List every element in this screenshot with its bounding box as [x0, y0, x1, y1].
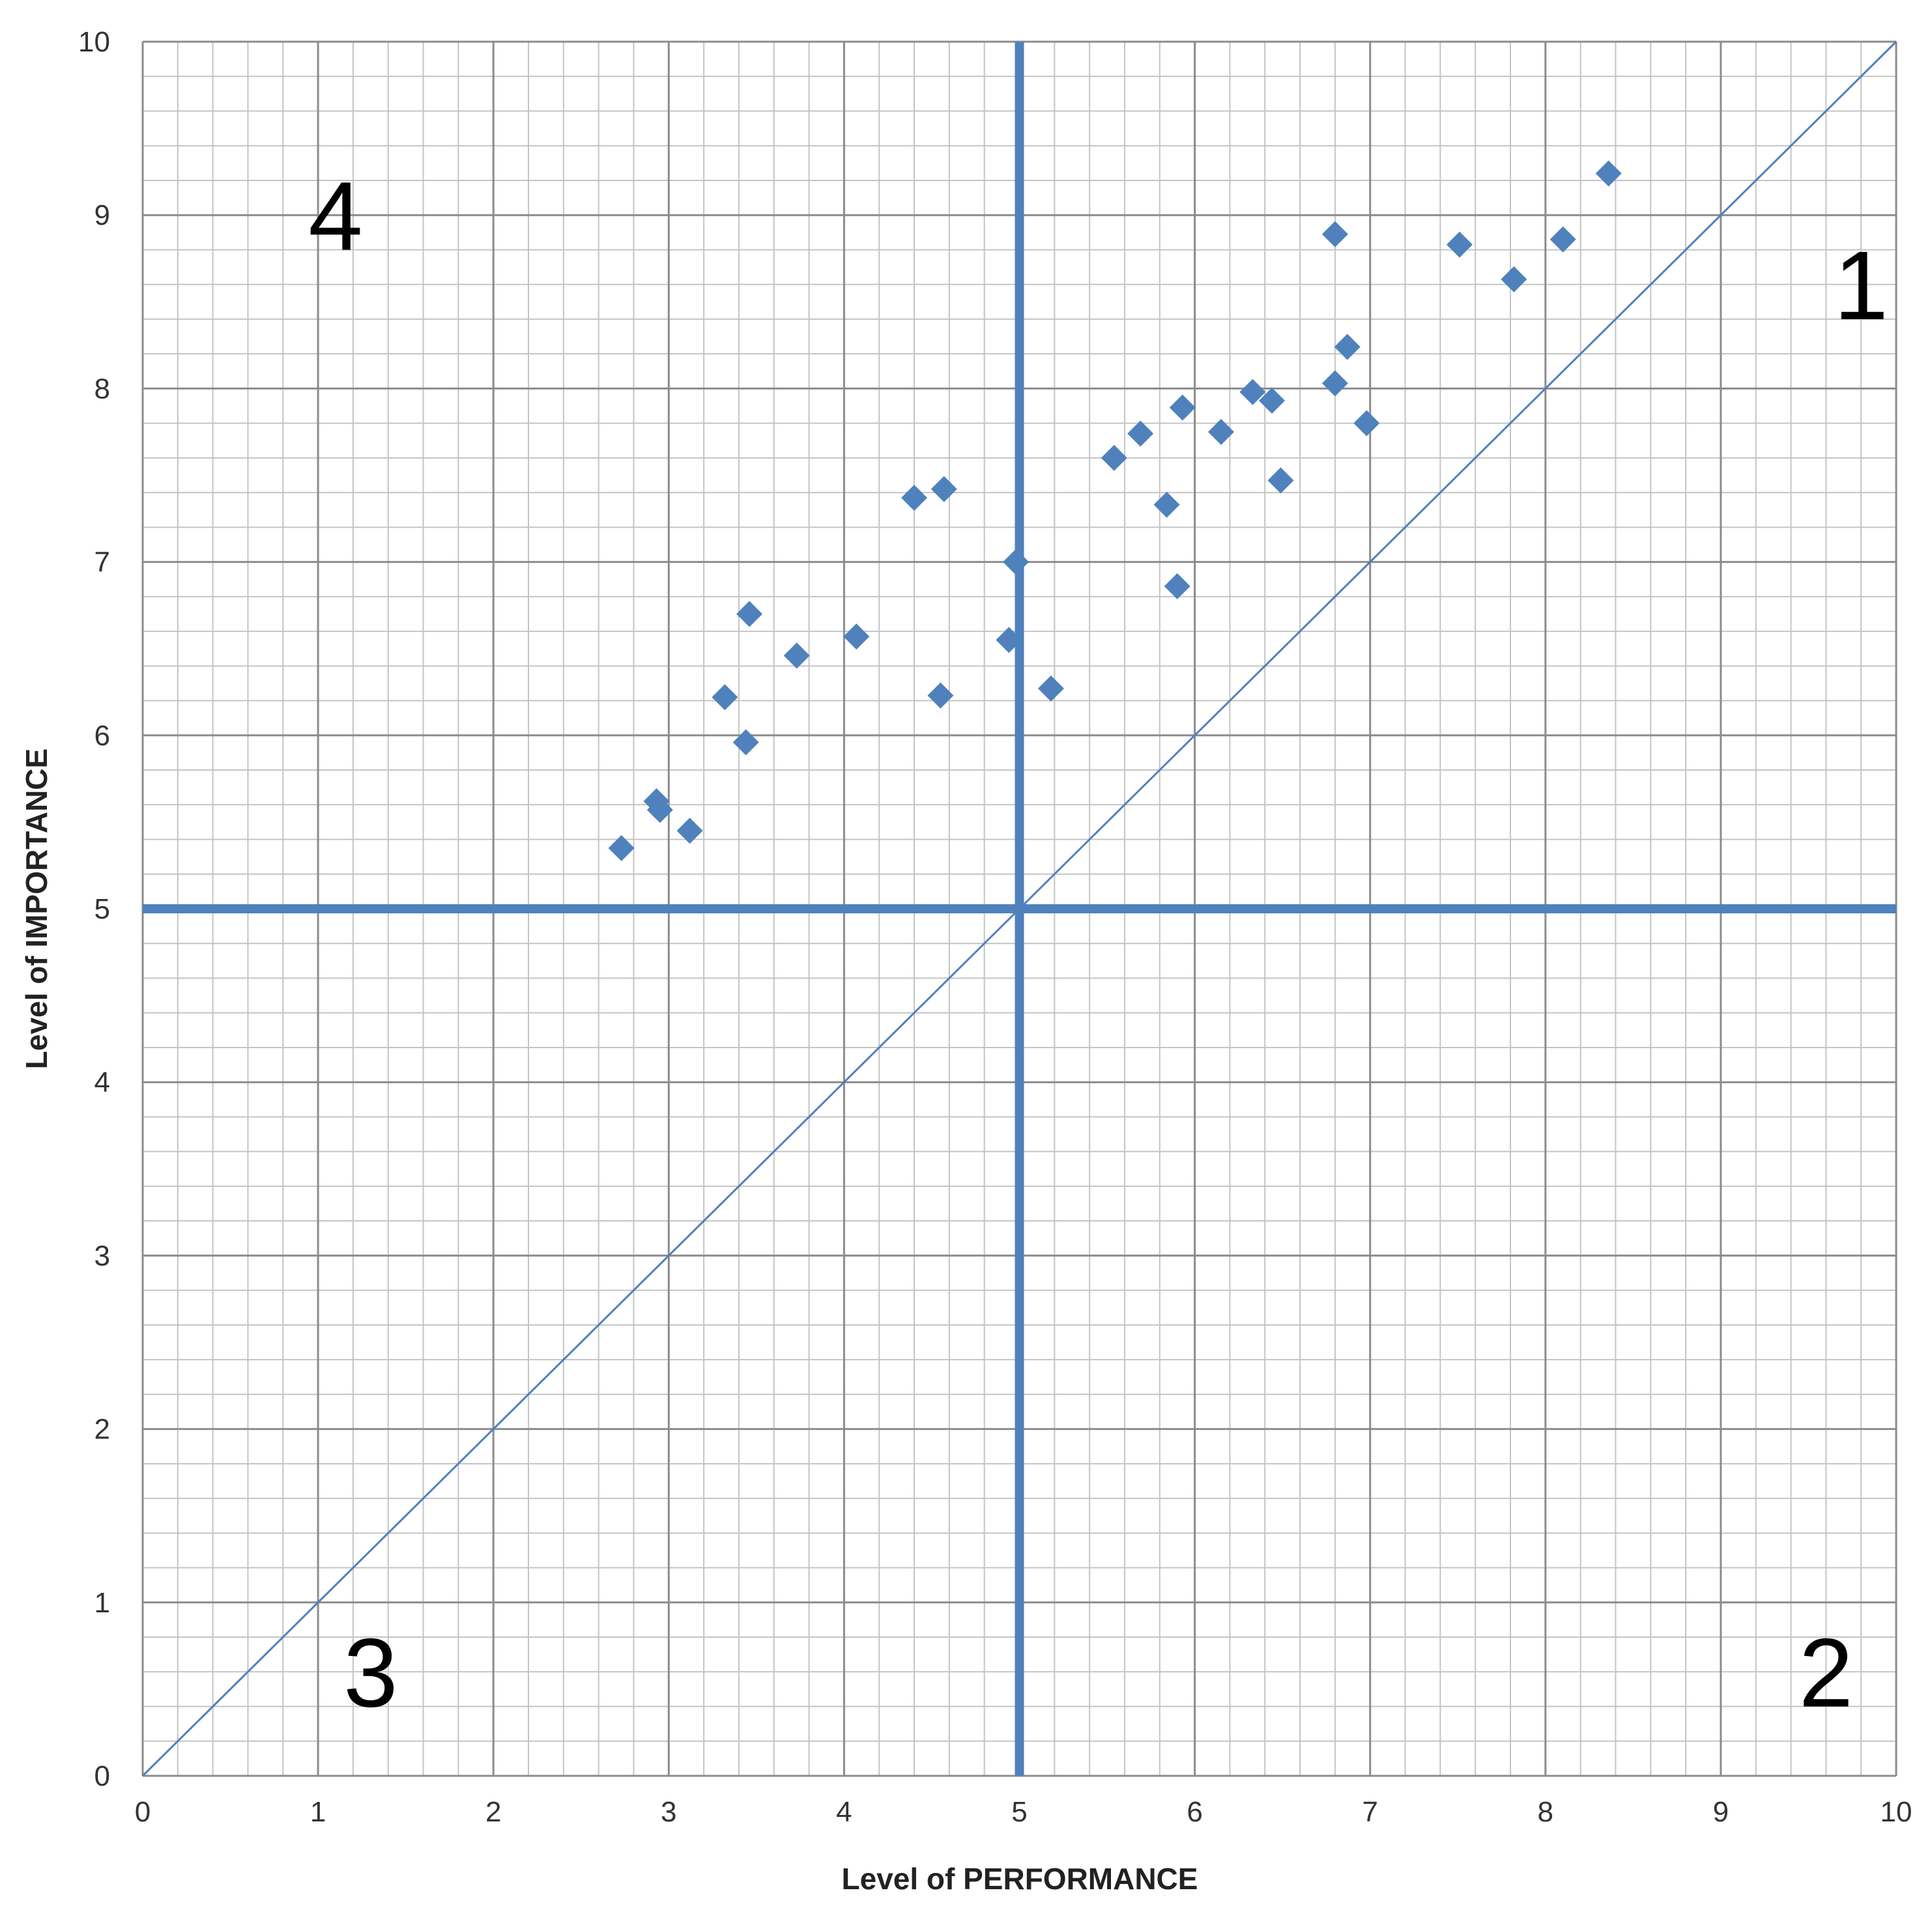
x-tick-label: 9: [1713, 1796, 1729, 1828]
y-axis-title: Level of IMPORTANCE: [20, 749, 53, 1069]
quadrant-label-1: 1: [1834, 231, 1888, 340]
y-tick-label: 0: [94, 1760, 110, 1792]
quadrant-label-2: 2: [1799, 1618, 1853, 1728]
y-tick-label: 9: [94, 199, 110, 231]
y-tick-label: 3: [94, 1240, 110, 1272]
x-tick-label: 1: [310, 1796, 326, 1828]
x-axis-ticks: 0 1 2 3 4 5 6 7 8 9 10: [135, 1796, 1912, 1828]
x-tick-label: 3: [661, 1796, 676, 1828]
y-tick-label: 10: [78, 26, 110, 58]
x-tick-label: 5: [1011, 1796, 1027, 1828]
data-point: [1207, 418, 1234, 445]
y-tick-label: 8: [94, 373, 110, 405]
data-point: [783, 642, 810, 669]
data-point: [646, 797, 673, 823]
y-tick-label: 4: [94, 1066, 110, 1098]
data-point: [1239, 378, 1266, 405]
x-tick-label: 0: [135, 1796, 151, 1828]
data-point: [843, 623, 870, 650]
data-point: [1446, 231, 1473, 258]
data-point: [1267, 467, 1294, 494]
quadrant-label-3: 3: [343, 1618, 397, 1728]
reference-lines: [141, 40, 1897, 1777]
data-point: [1321, 221, 1348, 248]
data-point: [1127, 420, 1154, 447]
x-axis-title: Level of PERFORMANCE: [842, 1862, 1198, 1896]
quadrant-labels: 1 2 3 4: [308, 161, 1888, 1727]
data-point: [608, 835, 635, 861]
x-tick-label: 2: [485, 1796, 501, 1828]
y-tick-label: 1: [94, 1587, 110, 1619]
x-tick-label: 8: [1538, 1796, 1553, 1828]
y-tick-label: 6: [94, 720, 110, 752]
y-tick-label: 7: [94, 547, 110, 578]
data-point: [676, 818, 703, 844]
data-point: [1321, 370, 1348, 397]
data-point: [1353, 410, 1380, 436]
data-point: [1169, 394, 1196, 421]
data-point: [1153, 491, 1180, 518]
y-axis-ticks: 0 1 2 3 4 5 6 7 8 9 10: [78, 26, 110, 1792]
x-tick-label: 7: [1362, 1796, 1377, 1828]
data-point: [1037, 675, 1064, 702]
data-point: [1550, 226, 1576, 253]
data-point: [712, 684, 738, 711]
x-tick-label: 6: [1187, 1796, 1202, 1828]
y-tick-label: 5: [94, 893, 110, 925]
data-point: [901, 485, 928, 511]
quadrant-label-4: 4: [308, 161, 362, 270]
data-points: [608, 160, 1622, 861]
data-point: [1501, 266, 1527, 293]
y-tick-label: 2: [94, 1414, 110, 1446]
data-point: [1334, 334, 1361, 360]
data-point: [1595, 160, 1622, 187]
data-point: [930, 476, 957, 502]
data-point: [1259, 388, 1286, 414]
data-point: [732, 729, 759, 756]
data-point: [996, 627, 1022, 653]
data-point: [927, 682, 954, 709]
x-tick-label: 10: [1881, 1796, 1912, 1828]
x-tick-label: 4: [836, 1796, 852, 1828]
data-point: [1101, 444, 1127, 471]
data-point: [1003, 549, 1030, 575]
data-point: [736, 601, 763, 627]
data-point: [1164, 573, 1190, 599]
